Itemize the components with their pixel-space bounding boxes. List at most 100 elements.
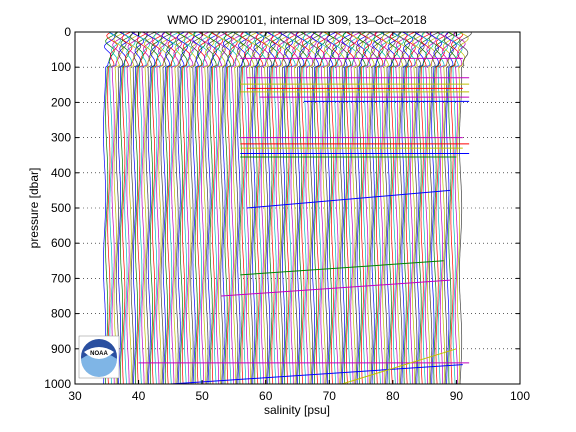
profile-line xyxy=(271,32,283,384)
profile-line xyxy=(333,32,347,384)
profile-line xyxy=(365,32,379,384)
profile-line xyxy=(445,32,457,384)
profile-line xyxy=(331,32,344,384)
profile-line xyxy=(388,32,402,384)
profile-line xyxy=(316,32,329,384)
x-tick-label: 100 xyxy=(510,389,530,403)
diagonal-line xyxy=(170,364,463,384)
noaa-logo: NOAA xyxy=(78,335,120,379)
profile-line xyxy=(225,32,238,384)
profile-line xyxy=(240,32,253,384)
profile-line xyxy=(264,32,276,384)
x-tick-label: 30 xyxy=(68,389,82,403)
profile-line xyxy=(117,32,130,384)
y-tick-label: 0 xyxy=(64,25,71,39)
profile-line xyxy=(311,32,323,384)
x-axis-ticks: 30 40 50 60 70 80 90 100 xyxy=(68,32,530,403)
profile-line xyxy=(145,32,156,384)
profile-line xyxy=(232,32,244,384)
x-axis-label: salinity [psu] xyxy=(264,403,330,417)
profile-line xyxy=(339,32,352,384)
profile-line xyxy=(414,32,428,384)
profile-line xyxy=(108,32,121,384)
profile-line xyxy=(373,32,385,384)
profile-line xyxy=(176,32,188,384)
profile-line xyxy=(233,32,247,384)
profile-line xyxy=(391,32,405,384)
profile-line xyxy=(326,32,337,384)
y-tick-label: 100 xyxy=(51,60,71,74)
profile-line xyxy=(222,32,236,384)
profile-line xyxy=(137,32,150,384)
profile-line xyxy=(257,32,270,384)
profile-line xyxy=(334,32,346,384)
profile-line xyxy=(131,32,145,384)
profile-line xyxy=(390,32,402,384)
profile-line xyxy=(345,32,358,384)
profile-line xyxy=(153,32,165,384)
profile-line xyxy=(201,32,215,384)
profile-line xyxy=(175,32,189,384)
profile-line xyxy=(420,32,433,384)
profile-line xyxy=(428,32,440,384)
y-tick-label: 800 xyxy=(51,307,71,321)
profile-lines xyxy=(103,32,472,384)
profile-line xyxy=(143,32,157,384)
profile-line xyxy=(213,32,227,384)
profile-line xyxy=(289,32,303,384)
x-tick-label: 60 xyxy=(259,389,273,403)
profile-line xyxy=(286,32,300,384)
profile-line xyxy=(168,32,180,384)
x-tick-label: 80 xyxy=(386,389,400,403)
profile-line xyxy=(349,32,361,384)
profile-line xyxy=(111,32,124,384)
profile-line xyxy=(341,32,355,384)
profile-line xyxy=(378,32,390,384)
profile-line xyxy=(459,32,472,384)
profile-line xyxy=(368,32,381,384)
profile-line xyxy=(335,32,349,384)
y-tick-label: 1000 xyxy=(44,377,71,391)
x-tick-label: 50 xyxy=(195,389,209,403)
profile-line xyxy=(342,32,355,384)
profile-line xyxy=(421,32,434,384)
noaa-logo-text: NOAA xyxy=(90,351,108,357)
x-tick-label: 70 xyxy=(323,389,337,403)
profile-line xyxy=(130,32,142,384)
profile-line xyxy=(164,32,177,384)
profile-line xyxy=(350,32,364,384)
y-tick-label: 600 xyxy=(51,236,71,250)
profile-line xyxy=(418,32,431,384)
y-tick-label: 200 xyxy=(51,95,71,109)
profile-line xyxy=(280,32,294,384)
profile-line xyxy=(207,32,221,384)
profile-line xyxy=(444,32,457,384)
profile-line xyxy=(126,32,139,384)
diagonal-line xyxy=(221,279,451,297)
profile-line xyxy=(397,32,409,384)
profile-line xyxy=(224,32,235,384)
profile-line xyxy=(237,32,250,384)
profile-line xyxy=(121,32,133,384)
profile-line xyxy=(262,32,276,384)
diagonal-line xyxy=(246,189,451,209)
profile-line xyxy=(295,32,308,384)
y-axis-label: pressure [dbar] xyxy=(27,168,41,249)
profile-line xyxy=(105,32,119,384)
profile-line xyxy=(304,32,317,384)
profile-line xyxy=(239,32,252,384)
profile-line xyxy=(184,32,197,384)
y-tick-label: 300 xyxy=(51,131,71,145)
profile-line xyxy=(138,32,150,384)
profile-line xyxy=(301,32,314,384)
profile-line xyxy=(128,32,142,384)
profile-line xyxy=(294,32,307,384)
profile-line xyxy=(356,32,370,384)
profile-line xyxy=(187,32,200,384)
profile-line xyxy=(252,32,265,384)
profile-line xyxy=(322,32,335,384)
profile-line xyxy=(167,32,180,384)
profile-line xyxy=(395,32,408,384)
chart-title: WMO ID 2900101, internal ID 309, 13–Oct–… xyxy=(167,13,427,27)
